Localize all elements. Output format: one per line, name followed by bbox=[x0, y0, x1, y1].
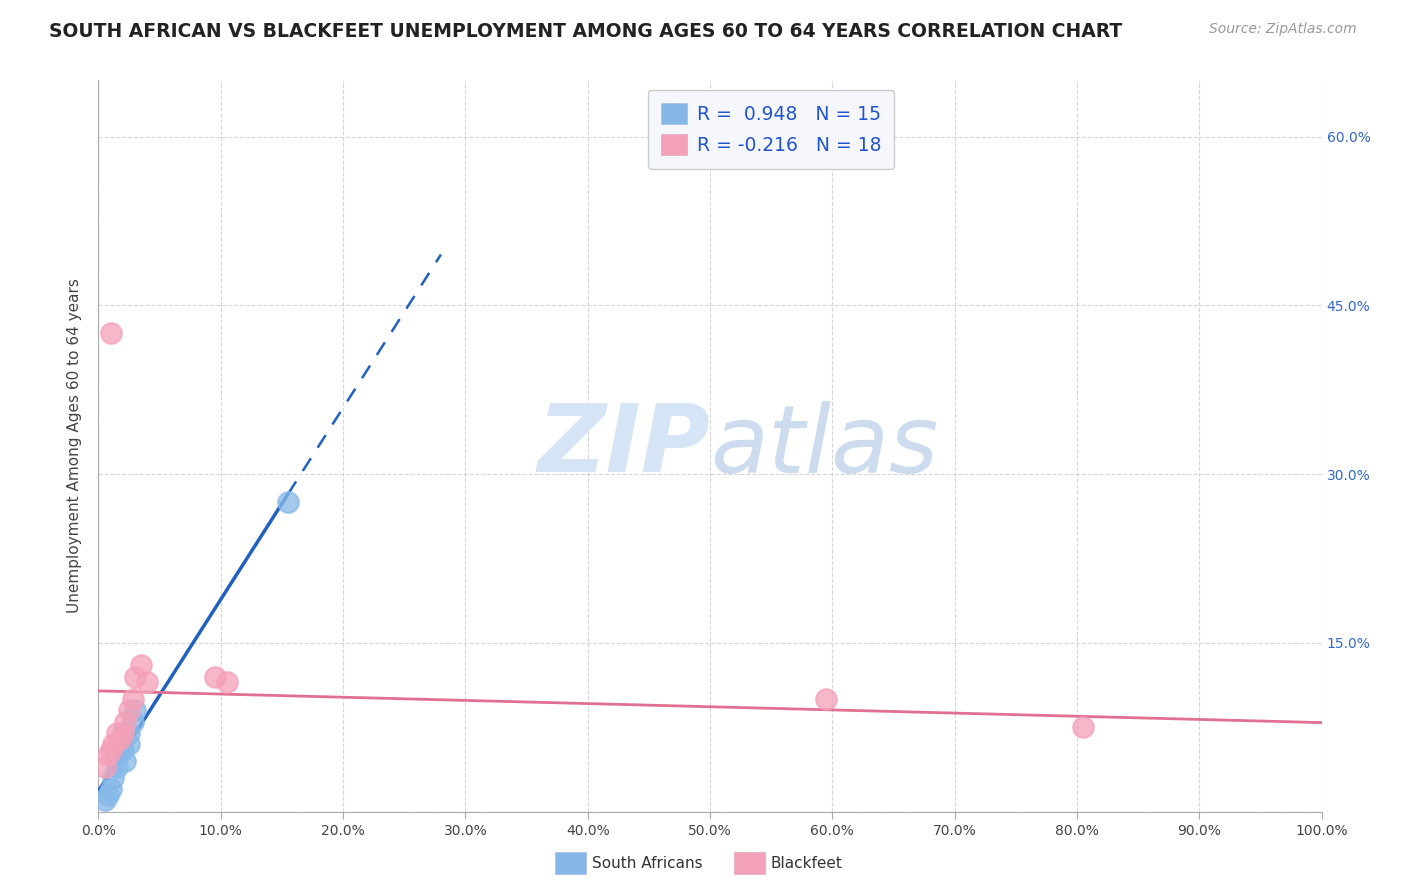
Point bbox=[118, 737, 141, 751]
Point bbox=[121, 714, 143, 729]
Point bbox=[114, 754, 136, 768]
Text: Source: ZipAtlas.com: Source: ZipAtlas.com bbox=[1209, 22, 1357, 37]
Point bbox=[97, 788, 120, 802]
Point bbox=[124, 703, 146, 717]
Text: ZIP: ZIP bbox=[537, 400, 710, 492]
Point bbox=[101, 737, 124, 751]
Point bbox=[215, 675, 238, 690]
Point bbox=[100, 326, 122, 341]
Point bbox=[118, 726, 141, 740]
Text: South Africans: South Africans bbox=[592, 856, 703, 871]
Point bbox=[111, 726, 134, 740]
Point bbox=[110, 731, 132, 746]
Text: Blackfeet: Blackfeet bbox=[770, 856, 842, 871]
Text: SOUTH AFRICAN VS BLACKFEET UNEMPLOYMENT AMONG AGES 60 TO 64 YEARS CORRELATION CH: SOUTH AFRICAN VS BLACKFEET UNEMPLOYMENT … bbox=[49, 22, 1122, 41]
Point bbox=[105, 760, 128, 774]
Point bbox=[93, 760, 115, 774]
Point bbox=[105, 726, 128, 740]
Point bbox=[204, 670, 226, 684]
Point bbox=[100, 782, 122, 797]
Point bbox=[105, 748, 128, 763]
Point bbox=[1071, 720, 1094, 734]
Text: atlas: atlas bbox=[710, 401, 938, 491]
Point bbox=[97, 748, 120, 763]
Point bbox=[110, 737, 132, 751]
Point bbox=[100, 743, 122, 757]
Point bbox=[118, 703, 141, 717]
Point bbox=[114, 714, 136, 729]
Point bbox=[815, 692, 838, 706]
Y-axis label: Unemployment Among Ages 60 to 64 years: Unemployment Among Ages 60 to 64 years bbox=[66, 278, 82, 614]
Point bbox=[124, 670, 146, 684]
Point bbox=[129, 658, 152, 673]
Legend: R =  0.948   N = 15, R = -0.216   N = 18: R = 0.948 N = 15, R = -0.216 N = 18 bbox=[648, 90, 894, 169]
Point bbox=[136, 675, 159, 690]
Point bbox=[101, 771, 124, 785]
Point bbox=[277, 495, 299, 509]
Point bbox=[121, 692, 143, 706]
Point bbox=[111, 726, 134, 740]
Point bbox=[93, 793, 115, 807]
Point bbox=[111, 743, 134, 757]
